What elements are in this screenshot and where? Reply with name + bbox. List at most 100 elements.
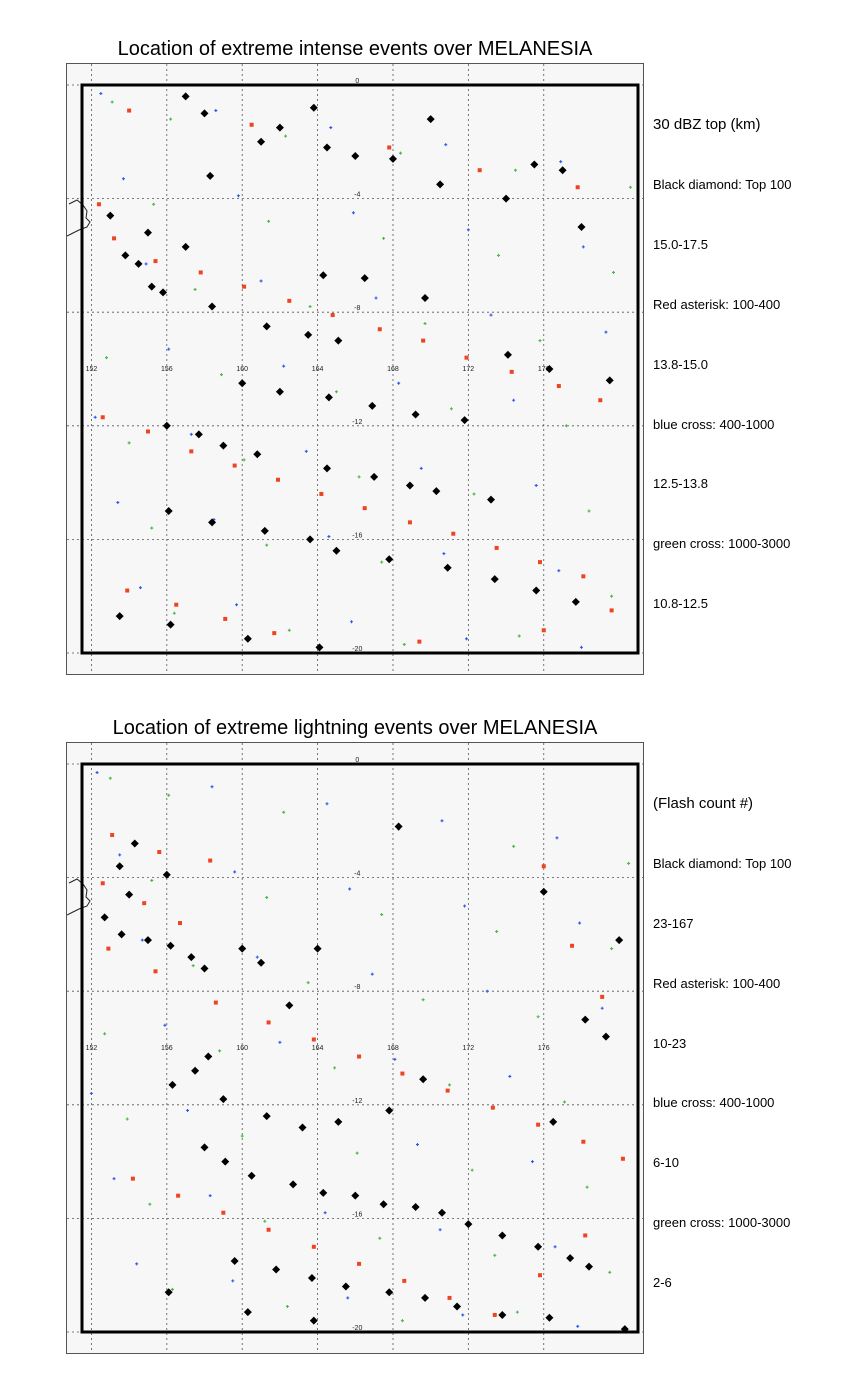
legend-entry: 13.8-15.0 xyxy=(653,357,708,372)
marker-cross xyxy=(610,594,614,598)
marker-diamond xyxy=(545,1313,554,1322)
marker-cross xyxy=(581,245,585,249)
marker-diamond xyxy=(166,941,175,950)
marker-cross xyxy=(415,1143,419,1147)
marker-asterisk xyxy=(189,449,194,454)
marker-cross xyxy=(135,1262,139,1266)
marker-cross xyxy=(334,390,338,394)
marker-diamond xyxy=(168,1080,177,1089)
marker-cross xyxy=(189,432,193,436)
marker-cross xyxy=(610,947,614,951)
marker-cross xyxy=(333,1066,337,1070)
marker-cross xyxy=(105,356,109,360)
marker-asterisk xyxy=(537,560,542,565)
marker-cross xyxy=(536,1015,540,1019)
marker-cross xyxy=(163,1023,167,1027)
marker-asterisk xyxy=(330,313,335,318)
marker-asterisk xyxy=(223,616,228,621)
marker-cross xyxy=(562,1100,566,1104)
marker-asterisk xyxy=(208,858,213,863)
marker-cross xyxy=(559,160,563,164)
plot-border xyxy=(80,83,640,655)
marker-asterisk xyxy=(242,284,247,289)
x-tick-label: 172 xyxy=(463,366,475,373)
marker-cross xyxy=(108,776,112,780)
marker-asterisk xyxy=(157,850,162,855)
marker-diamond xyxy=(388,154,397,163)
marker-diamond xyxy=(117,930,126,939)
marker-diamond xyxy=(581,1015,590,1024)
marker-diamond xyxy=(159,288,168,297)
marker-cross xyxy=(329,126,333,130)
marker-diamond xyxy=(577,223,586,231)
marker-cross xyxy=(193,287,197,291)
marker-cross xyxy=(169,117,173,121)
marker-cross xyxy=(579,645,583,649)
marker-cross xyxy=(308,305,312,309)
y-tick-label: 0 xyxy=(355,757,359,764)
marker-cross xyxy=(263,1219,267,1223)
legend-entry: 15.0-17.5 xyxy=(653,237,708,252)
y-tick-label: -12 xyxy=(352,1098,362,1105)
marker-cross xyxy=(440,819,444,823)
marker-asterisk xyxy=(620,1156,625,1161)
marker-cross xyxy=(464,637,468,641)
marker-diamond xyxy=(432,487,441,496)
marker-asterisk xyxy=(407,520,412,525)
marker-diamond xyxy=(530,160,539,169)
marker-cross xyxy=(89,1091,93,1095)
marker-asterisk xyxy=(100,415,105,420)
marker-asterisk xyxy=(249,122,254,127)
marker-cross xyxy=(438,1228,442,1232)
marker-diamond xyxy=(341,1282,350,1291)
marker-diamond xyxy=(164,507,173,515)
marker-asterisk xyxy=(509,369,514,374)
marker-cross xyxy=(95,771,99,775)
x-tick-label: 156 xyxy=(161,366,173,373)
marker-asterisk xyxy=(287,298,292,303)
marker-cross xyxy=(402,642,406,646)
marker-diamond xyxy=(187,953,196,962)
x-tick-label: 164 xyxy=(312,366,324,373)
marker-diamond xyxy=(549,1117,558,1126)
marker-diamond xyxy=(208,518,217,527)
marker-asterisk xyxy=(400,1071,405,1076)
marker-diamond xyxy=(208,302,217,311)
marker-asterisk xyxy=(445,1088,450,1093)
marker-diamond xyxy=(125,890,134,899)
marker-cross xyxy=(208,1194,212,1198)
marker-cross xyxy=(374,296,378,300)
marker-cross xyxy=(470,1168,474,1172)
marker-cross xyxy=(400,1319,404,1323)
marker-cross xyxy=(604,330,608,334)
marker-cross xyxy=(393,1057,397,1061)
marker-cross xyxy=(557,569,561,573)
marker-cross xyxy=(442,552,446,556)
legend-entry: blue cross: 400-1000 xyxy=(653,1095,775,1110)
marker-cross xyxy=(93,415,97,419)
legend-entry: 10-23 xyxy=(653,1036,687,1051)
marker-diamond xyxy=(143,228,152,237)
marker-asterisk xyxy=(112,236,117,241)
marker-cross xyxy=(186,1108,190,1112)
marker-cross xyxy=(150,526,154,530)
marker-cross xyxy=(282,364,286,368)
marker-diamond xyxy=(134,259,143,268)
marker-cross xyxy=(121,177,125,181)
y-tick-label: -12 xyxy=(352,419,362,426)
marker-asterisk xyxy=(198,270,203,275)
marker-diamond xyxy=(421,294,430,302)
marker-asterisk xyxy=(477,168,482,173)
marker-asterisk xyxy=(609,608,614,613)
marker-cross xyxy=(144,262,148,266)
marker-cross xyxy=(448,1083,452,1087)
x-tick-label: 160 xyxy=(236,1045,248,1052)
marker-diamond xyxy=(238,944,247,953)
legend-entry: green cross: 1000-3000 xyxy=(653,1215,791,1230)
marker-cross xyxy=(555,836,559,840)
marker-cross xyxy=(259,279,263,283)
marker-cross xyxy=(267,219,271,223)
marker-asterisk xyxy=(221,1210,226,1215)
marker-diamond xyxy=(221,1157,230,1166)
marker-diamond xyxy=(385,1106,394,1115)
